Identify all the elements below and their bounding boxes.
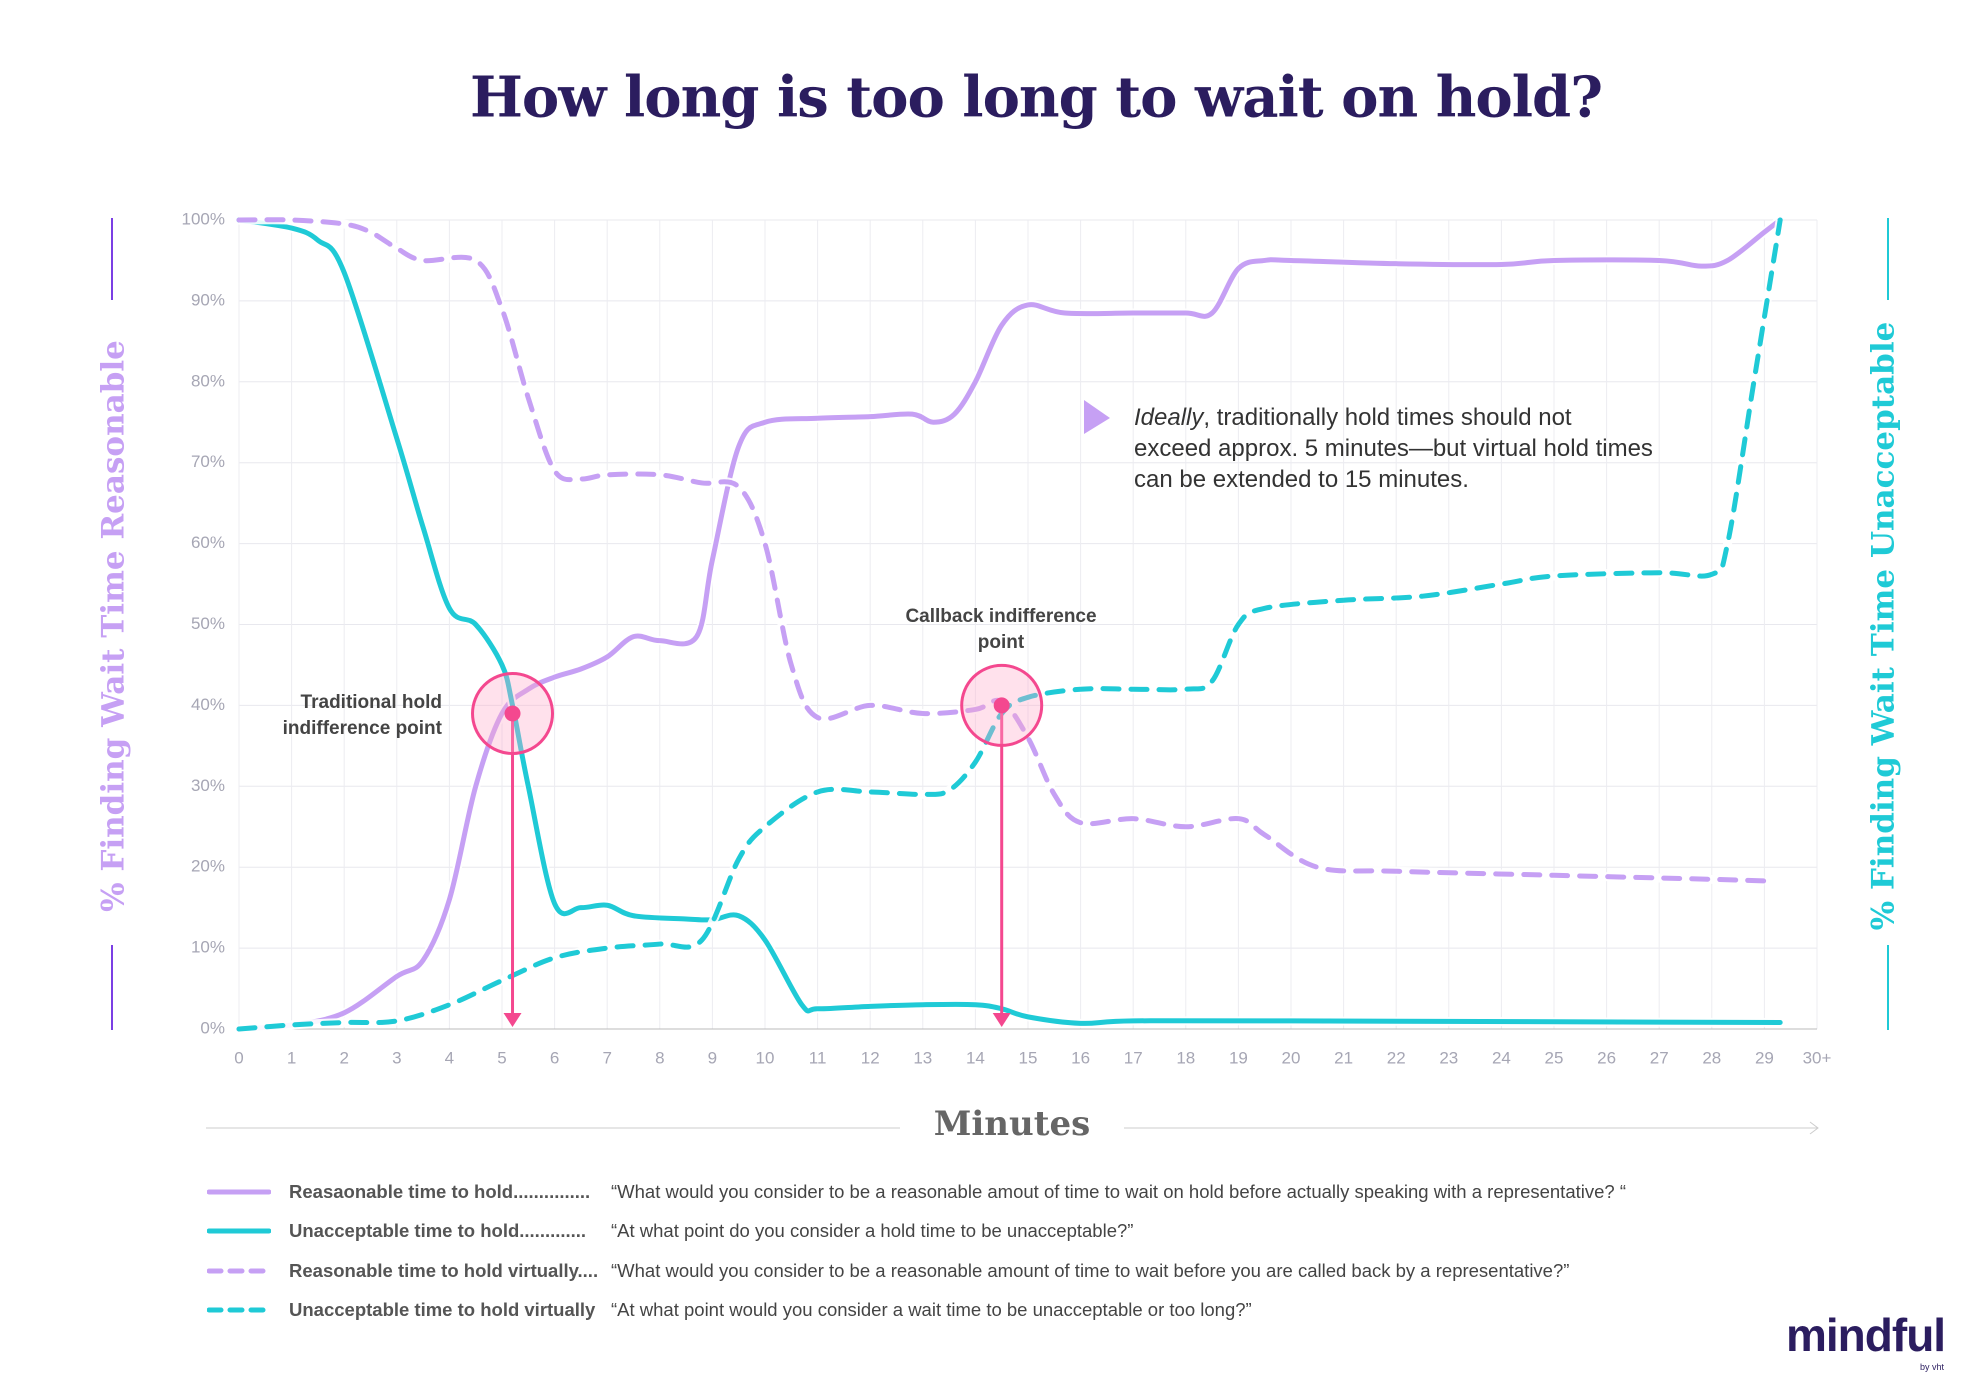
x-tick-label: 2: [339, 1048, 348, 1067]
x-axis-title: Minutes: [934, 1104, 1090, 1144]
y-tick-label: 10%: [191, 938, 225, 957]
legend-name: Reasonable time to hold virtually....: [289, 1259, 599, 1281]
x-tick-label: 4: [445, 1048, 454, 1067]
x-tick-label: 22: [1387, 1048, 1406, 1067]
y-tick-label: 100%: [182, 209, 225, 228]
annotation-dot: [993, 697, 1010, 714]
x-tick-label: 12: [861, 1048, 880, 1067]
legend-entry: Unacceptable time to hold virtually “At w…: [207, 1291, 1626, 1331]
series-line: [236, 217, 1783, 1032]
x-tick-label: 9: [708, 1048, 717, 1067]
annotation: Traditional hold indifference point: [282, 692, 442, 739]
x-tick-label: 0: [234, 1048, 243, 1067]
annotation-arrowhead: [992, 1013, 1011, 1027]
legend-swatch: [207, 1189, 271, 1195]
note: Ideally, traditionally hold times should…: [1134, 402, 1654, 495]
y-tick-label: 0%: [200, 1018, 225, 1037]
y2-axis-title: % Finding Wait Time Unacceptable: [1866, 322, 1902, 931]
legend-description: “At what point would you consider a wait…: [611, 1299, 1252, 1321]
y-tick-label: 20%: [191, 857, 225, 876]
y-tick-label: 80%: [191, 371, 225, 390]
x-tick-label: 24: [1492, 1048, 1511, 1067]
legend-entry: Reasonable time to hold virtually.... “Wh…: [207, 1251, 1626, 1291]
series-line: [236, 217, 1767, 884]
legend-entry: Reasaonable time to hold............... “…: [207, 1172, 1626, 1212]
x-tick-label: 19: [1229, 1048, 1248, 1067]
x-tick-label: 30+: [1803, 1048, 1832, 1067]
x-tick-label: 25: [1545, 1048, 1564, 1067]
x-tick-label: 5: [497, 1048, 506, 1067]
x-tick-label: 23: [1439, 1048, 1458, 1067]
x-tick-label: 26: [1597, 1048, 1616, 1067]
note-icon: [1084, 400, 1110, 434]
chart-title: How long is too long to wait on hold?: [470, 65, 1602, 131]
x-tick-label: 21: [1334, 1048, 1353, 1067]
x-tick-label: 16: [1071, 1048, 1090, 1067]
legend-description: “What would you consider to be a reasona…: [611, 1180, 1626, 1202]
y-tick-label: 70%: [191, 452, 225, 471]
x-tick-label: 7: [602, 1048, 611, 1067]
legend-entry: Unacceptable time to hold............. “A…: [207, 1212, 1626, 1252]
legend-name: Unacceptable time to hold virtually: [289, 1299, 596, 1321]
legend-name: Reasaonable time to hold...............: [289, 1180, 591, 1202]
x-tick-label: 15: [1019, 1048, 1038, 1067]
x-tick-label: 1: [287, 1048, 296, 1067]
x-tick-label: 20: [1282, 1048, 1301, 1067]
y-tick-label: 50%: [191, 614, 225, 633]
logo-byline: by vht: [1920, 1362, 1945, 1372]
x-tick-label: 10: [756, 1048, 775, 1067]
x-tick-label: 11: [809, 1048, 827, 1067]
annotation-dot: [504, 705, 521, 722]
legend-name: Unacceptable time to hold.............: [289, 1220, 587, 1242]
y-tick-label: 40%: [191, 695, 225, 714]
legend-swatch: [207, 1268, 271, 1274]
x-tick-label: 17: [1124, 1048, 1143, 1067]
x-tick-label: 8: [655, 1048, 664, 1067]
x-tick-label: 29: [1755, 1048, 1774, 1067]
x-tick-label: 28: [1702, 1048, 1721, 1067]
series-line: [236, 217, 1783, 1026]
x-tick-label: 6: [550, 1048, 559, 1067]
note-emphasis: Ideally: [1134, 404, 1204, 431]
logo: mindful: [1786, 1309, 1946, 1361]
annotation-arrowhead: [503, 1013, 522, 1027]
y-tick-label: 30%: [191, 776, 225, 795]
x-tick-label: 27: [1650, 1048, 1669, 1067]
legend-description: “What would you consider to be a reasona…: [611, 1259, 1570, 1281]
legend-description: “At what point do you consider a hold ti…: [611, 1220, 1134, 1242]
note-text: , traditionally hold times should not ex…: [1134, 404, 1653, 493]
x-tick-label: 18: [1176, 1048, 1195, 1067]
y-tick-label: 60%: [191, 533, 225, 552]
legend: Reasaonable time to hold............... “…: [207, 1172, 1626, 1330]
x-tick-label: 14: [966, 1048, 985, 1067]
y-axis-title: % Finding Wait Time Reasonable: [96, 340, 132, 912]
x-axis-arrow: [1809, 1121, 1819, 1135]
x-tick-label: 13: [913, 1048, 932, 1067]
legend-swatch: [207, 1307, 271, 1313]
legend-swatch: [207, 1228, 271, 1234]
x-tick-label: 3: [392, 1048, 401, 1067]
annotation: Callback indifference point: [905, 606, 1097, 653]
y-tick-label: 90%: [191, 290, 225, 309]
